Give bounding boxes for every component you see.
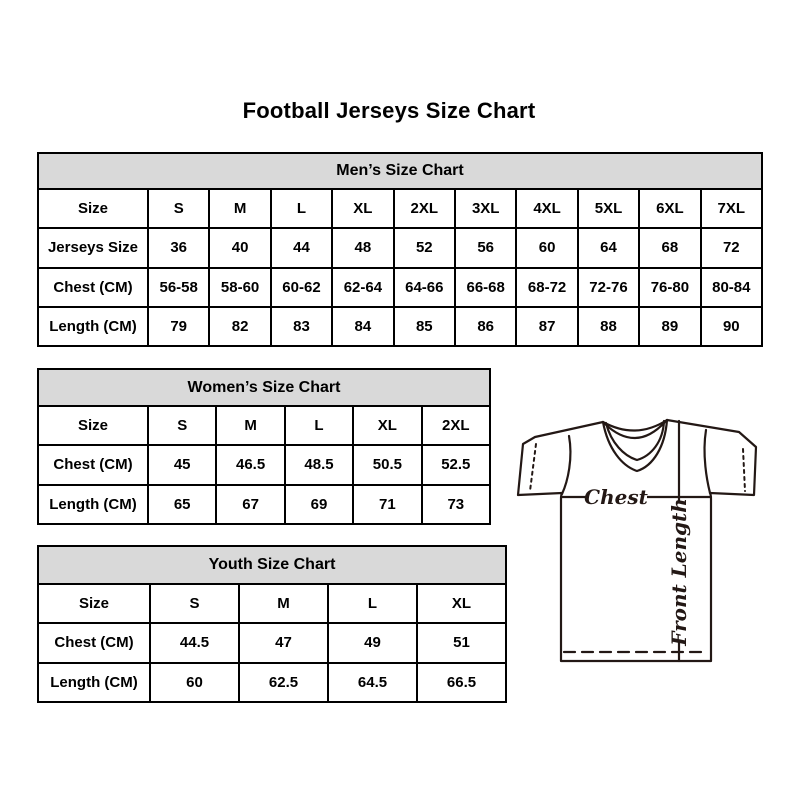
table-cell: 49	[329, 624, 416, 662]
table-cell: 62-64	[333, 268, 393, 306]
table-cell: L	[285, 407, 353, 445]
page-title: Football Jerseys Size Chart	[242, 98, 536, 123]
table-cell: 47	[240, 624, 327, 662]
table-cell: 80-84	[701, 268, 761, 306]
chest-label: Chest	[584, 485, 648, 509]
table-cell: S	[151, 585, 238, 623]
table-cell: 86	[456, 307, 516, 345]
front-length-label: Front Length	[667, 498, 691, 647]
table-cell: M	[240, 585, 327, 623]
vneck-outer	[601, 418, 669, 473]
row-label: Size	[39, 190, 147, 228]
table-cell: 66.5	[418, 663, 505, 701]
table-cell: S	[149, 190, 209, 228]
table-cell: 2XL	[394, 190, 454, 228]
table-cell: 88	[578, 307, 639, 345]
table-cell: 51	[418, 624, 505, 662]
table-cell: 45	[149, 446, 216, 484]
table-title: Men’s Size Chart	[39, 154, 761, 188]
table-cell: 82	[210, 307, 270, 345]
table-cell: M	[217, 407, 284, 445]
row-label: Chest (CM)	[39, 624, 149, 662]
table-cell: 50.5	[354, 446, 421, 484]
cuff-stitch-right	[742, 448, 746, 492]
table-cell: 85	[394, 307, 454, 345]
table-cell: 64	[578, 229, 639, 267]
table-cell: 64-66	[394, 268, 454, 306]
table-cell: 84	[333, 307, 393, 345]
table-cell: S	[149, 407, 216, 445]
armhole-seam-right	[703, 428, 712, 495]
table-cell: 68-72	[517, 268, 577, 306]
jersey-diagram: Chest Front Length	[516, 418, 758, 663]
chest-label-bg	[586, 483, 647, 510]
table-cell: 52.5	[422, 446, 489, 484]
table-cell: 62.5	[240, 663, 327, 701]
row-label: Jerseys Size	[39, 229, 147, 267]
jersey-outline	[516, 418, 758, 663]
table-cell: 56-58	[149, 268, 209, 306]
table-cell: M	[210, 190, 270, 228]
table-cell: 40	[210, 229, 270, 267]
youth-size-table: Youth Size Chart Size S M L XL Chest (CM…	[37, 545, 507, 703]
table-cell: 65	[149, 485, 216, 523]
row-label: Length (CM)	[39, 663, 149, 701]
table-cell: 36	[149, 229, 209, 267]
vneck-inner	[604, 419, 666, 462]
table-cell: 48	[333, 229, 393, 267]
table-cell: XL	[354, 407, 421, 445]
row-label: Length (CM)	[39, 307, 147, 345]
table-cell: 73	[422, 485, 489, 523]
table-cell: L	[329, 585, 416, 623]
table-cell: 89	[640, 307, 700, 345]
row-label: Chest (CM)	[39, 268, 147, 306]
table-cell: 60	[517, 229, 577, 267]
table-cell: 2XL	[422, 407, 489, 445]
armhole-seam-left	[560, 434, 572, 496]
table-cell: 76-80	[640, 268, 700, 306]
table-cell: 56	[456, 229, 516, 267]
table-cell: 87	[517, 307, 577, 345]
table-cell: L	[271, 190, 332, 228]
row-label: Chest (CM)	[39, 446, 147, 484]
table-cell: 52	[394, 229, 454, 267]
cuff-stitch-left	[529, 443, 537, 492]
table-cell: 68	[640, 229, 700, 267]
front-length-label-bg	[666, 502, 693, 642]
table-cell: 5XL	[578, 190, 639, 228]
table-cell: XL	[333, 190, 393, 228]
table-cell: 3XL	[456, 190, 516, 228]
table-cell: 72	[701, 229, 761, 267]
table-title: Women’s Size Chart	[39, 370, 489, 405]
table-cell: 60-62	[271, 268, 332, 306]
table-cell: 67	[217, 485, 284, 523]
table-cell: 7XL	[701, 190, 761, 228]
table-cell: 79	[149, 307, 209, 345]
table-cell: 71	[354, 485, 421, 523]
table-title: Youth Size Chart	[39, 547, 505, 583]
table-cell: 44	[271, 229, 332, 267]
womens-size-table: Women’s Size Chart Size S M L XL 2XL Che…	[37, 368, 491, 525]
collar-arc-inner	[603, 420, 667, 440]
table-cell: 4XL	[517, 190, 577, 228]
mens-size-table: Men’s Size Chart Size S M L XL 2XL 3XL 4…	[37, 152, 763, 347]
table-cell: 58-60	[210, 268, 270, 306]
row-label: Size	[39, 407, 147, 445]
collar-arc-outer	[601, 418, 669, 432]
table-cell: 46.5	[217, 446, 284, 484]
table-cell: 69	[285, 485, 353, 523]
table-cell: XL	[418, 585, 505, 623]
table-cell: 48.5	[285, 446, 353, 484]
table-cell: 44.5	[151, 624, 238, 662]
table-cell: 6XL	[640, 190, 700, 228]
table-cell: 66-68	[456, 268, 516, 306]
row-label: Length (CM)	[39, 485, 147, 523]
table-cell: 72-76	[578, 268, 639, 306]
table-cell: 64.5	[329, 663, 416, 701]
table-cell: 60	[151, 663, 238, 701]
table-cell: 90	[701, 307, 761, 345]
table-cell: 83	[271, 307, 332, 345]
row-label: Size	[39, 585, 149, 623]
